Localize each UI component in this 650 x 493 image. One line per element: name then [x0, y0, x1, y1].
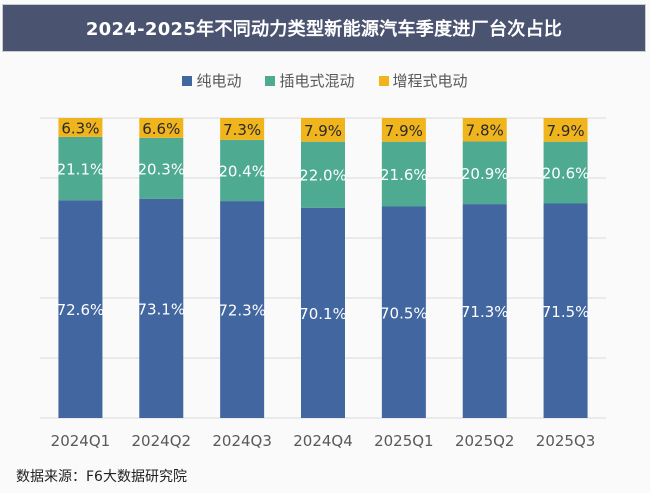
bar-segment: [301, 118, 345, 142]
legend-swatch-phev: [265, 75, 276, 86]
legend-label-bev: 纯电动: [196, 72, 242, 90]
bar-segment: [462, 204, 507, 418]
data-label: 73.1%: [137, 300, 185, 318]
legend: 纯电动 插电式混动 增程式电动: [0, 70, 650, 91]
data-label: 7.9%: [304, 122, 342, 140]
x-tick-label: 2024Q1: [51, 432, 111, 450]
data-label: 71.3%: [461, 303, 509, 321]
bar-segment: [462, 141, 507, 205]
legend-item-erev: 增程式电动: [378, 70, 468, 91]
data-label: 72.6%: [57, 301, 105, 319]
bar-segment: [139, 198, 184, 418]
data-label: 7.8%: [466, 122, 504, 140]
data-label: 72.3%: [218, 302, 266, 320]
data-label: 70.1%: [299, 305, 347, 323]
legend-swatch-erev: [378, 75, 389, 86]
bar-segment: [220, 118, 265, 140]
x-tick-labels: 2024Q1 2024Q2 2024Q3 2024Q4 2025Q1 2025Q2 2025…: [51, 432, 596, 450]
bars: [58, 118, 588, 418]
chart-title: 2024-2025年不同动力类型新能源汽车季度进厂台次占比: [85, 19, 563, 40]
bar-segment: [301, 141, 345, 208]
bar-segment: [543, 118, 588, 142]
bar-segment: [139, 137, 184, 199]
bar-segment: [301, 207, 345, 418]
bar-segment: [381, 141, 426, 207]
x-tick-label: 2024Q4: [293, 432, 353, 450]
data-label: 20.9%: [461, 165, 509, 183]
data-label: 7.3%: [223, 121, 261, 139]
legend-label-erev: 增程式电动: [392, 72, 468, 90]
legend-item-bev: 纯电动: [182, 70, 241, 91]
data-label: 20.6%: [542, 165, 590, 183]
data-label: 71.5%: [542, 303, 590, 321]
bar-segment: [58, 200, 103, 418]
x-tick-label: 2024Q3: [212, 432, 272, 450]
bar-segment: [543, 203, 588, 418]
data-label: 6.3%: [61, 119, 99, 137]
data-label: 21.6%: [380, 166, 428, 184]
legend-label-phev: 插电式混动: [279, 72, 355, 90]
data-label: 70.5%: [380, 304, 428, 322]
bar-segment: [220, 139, 265, 202]
data-label: 22.0%: [299, 167, 347, 185]
x-tick-label: 2025Q2: [455, 432, 515, 450]
bar-segment: [381, 118, 426, 142]
bar-segment: [58, 118, 103, 137]
bar-segment: [462, 118, 507, 142]
x-tick-label: 2025Q3: [536, 432, 596, 450]
data-source: 数据来源：F6大数据研究院: [16, 469, 187, 485]
x-tick-label: 2024Q2: [132, 432, 192, 450]
bar-segment: [58, 136, 103, 201]
data-label: 7.9%: [385, 122, 423, 140]
chart-title-bar: 2024-2025年不同动力类型新能源汽车季度进厂台次占比: [2, 4, 646, 52]
data-label: 20.4%: [218, 163, 266, 181]
data-label: 21.1%: [57, 161, 105, 179]
data-labels: 72.6% 21.1% 6.3% 73.1% 20.3% 6.6% 72.3% 20.4% 7.…: [57, 119, 590, 322]
x-tick-label: 2025Q1: [374, 432, 434, 450]
bar-segment: [381, 206, 426, 418]
data-label: 20.3%: [137, 160, 185, 178]
legend-item-phev: 插电式混动: [265, 70, 355, 91]
bar-segment: [220, 201, 265, 418]
legend-swatch-bev: [182, 75, 193, 86]
data-label: 6.6%: [142, 120, 180, 138]
data-label: 7.9%: [547, 122, 585, 140]
bar-segment: [139, 118, 184, 138]
bar-segment: [543, 141, 588, 204]
